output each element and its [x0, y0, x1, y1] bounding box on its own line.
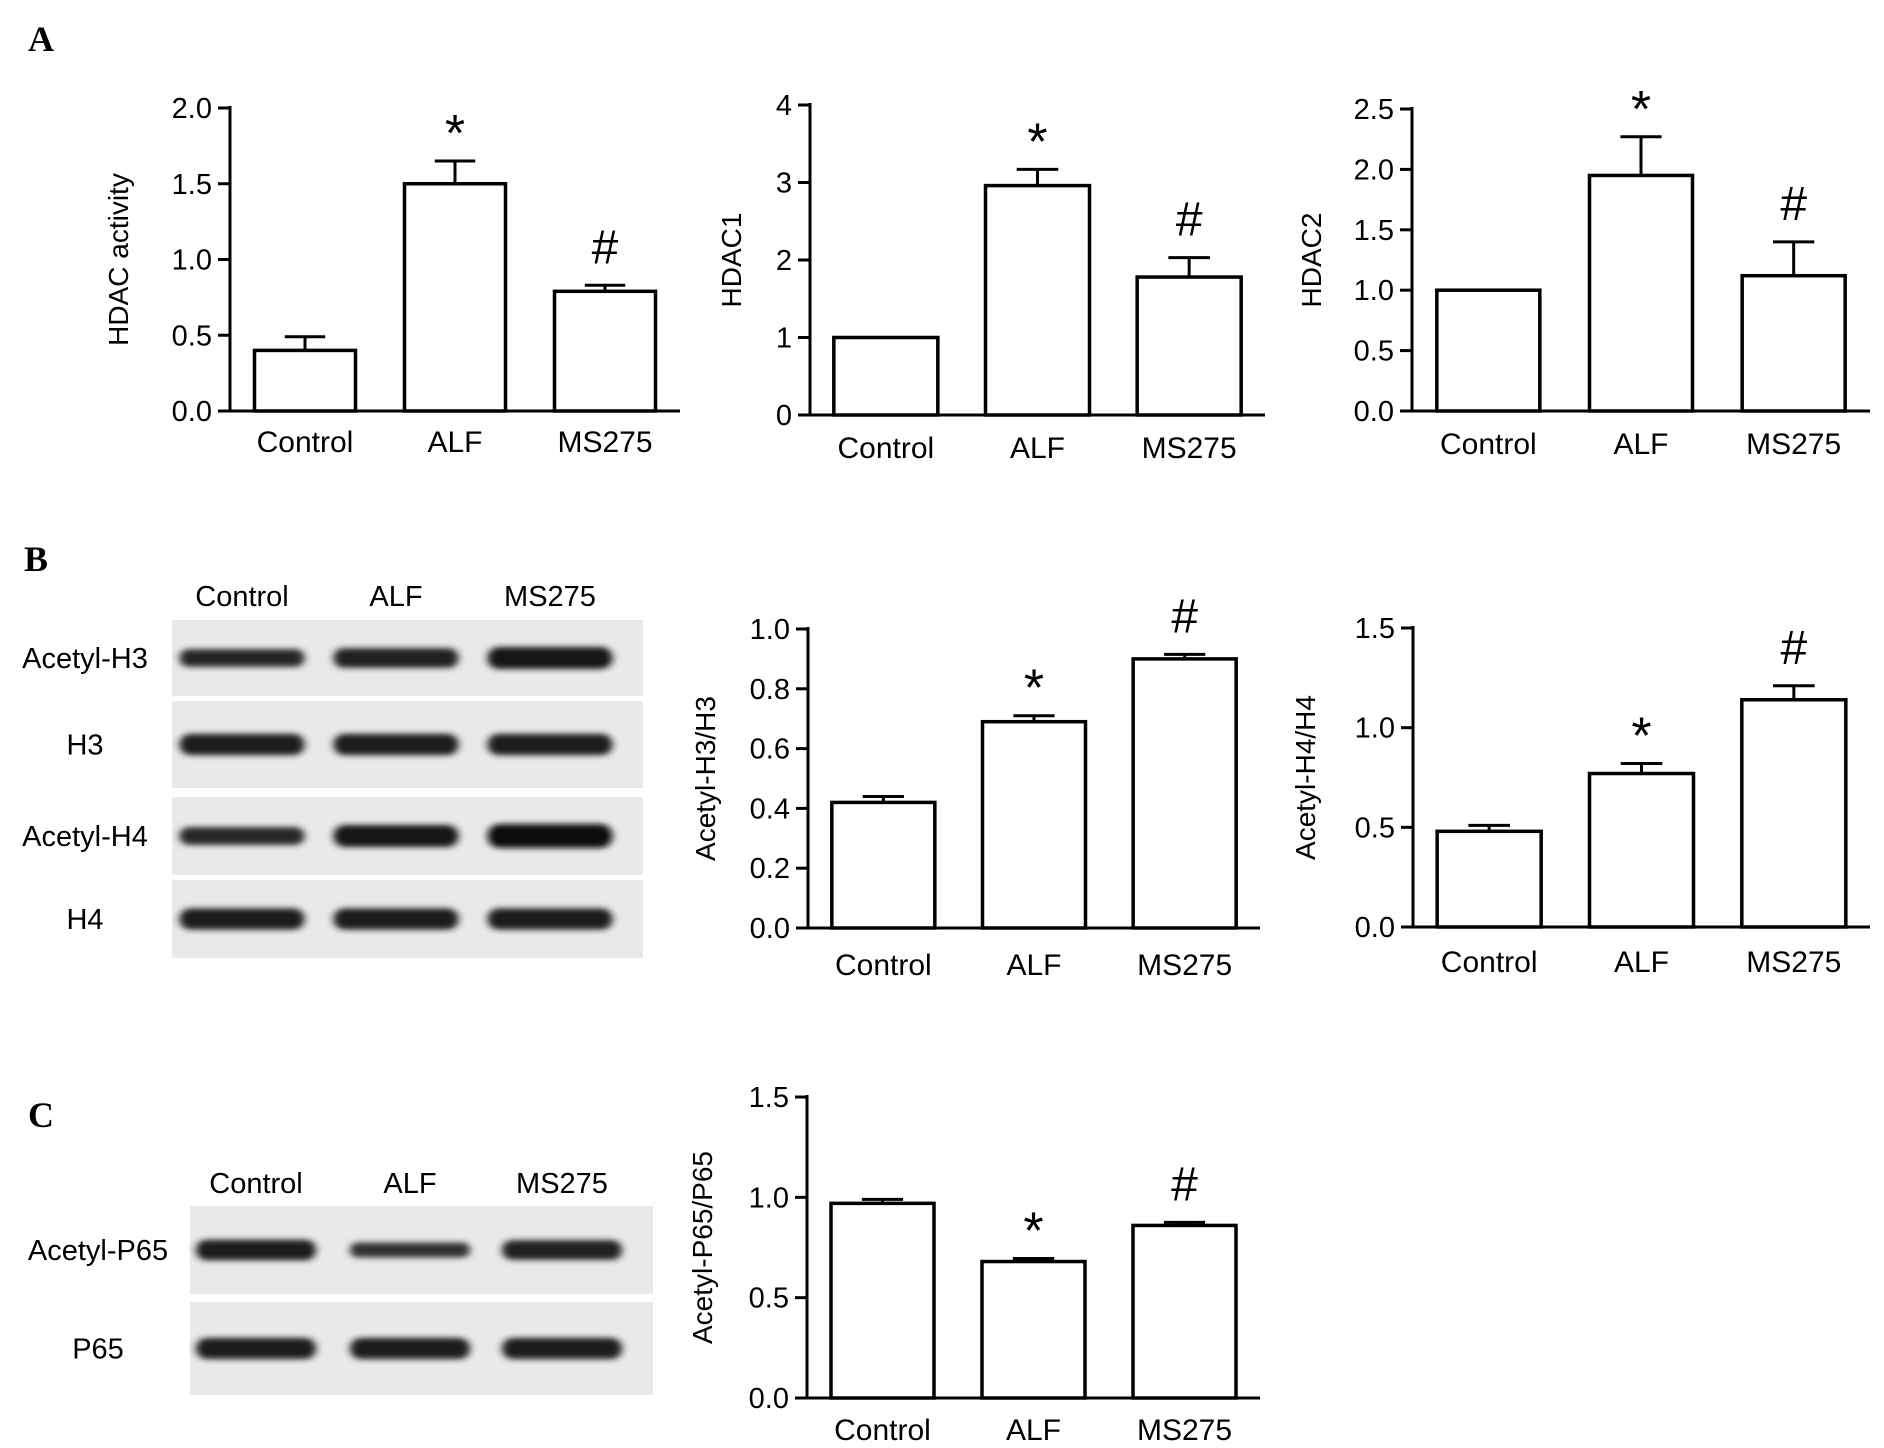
bar	[1435, 288, 1542, 413]
bar	[1131, 1223, 1238, 1400]
bar	[832, 335, 940, 417]
x-tick-label: Control	[837, 432, 934, 465]
y-tick-label: 1.0	[172, 245, 212, 277]
bar	[1740, 273, 1847, 413]
y-tick-label: 0	[776, 400, 792, 432]
x-tick-label: ALF	[1010, 432, 1065, 465]
x-tick-label: MS275	[1746, 946, 1841, 979]
x-tick-label: ALF	[1614, 946, 1669, 979]
y-tick-label: 0.0	[172, 396, 212, 428]
y-axis-label: HDAC activity	[103, 173, 134, 346]
y-tick-label: 0.5	[172, 320, 212, 352]
x-tick-label: MS275	[557, 426, 652, 459]
significance-star: *	[1631, 81, 1651, 139]
significance-star: *	[445, 105, 465, 163]
x-tick-label: ALF	[427, 426, 482, 459]
x-tick-label: Control	[1440, 428, 1537, 461]
x-tick-label: MS275	[1746, 428, 1841, 461]
y-tick-label: 0.2	[750, 853, 790, 885]
significance-hash: #	[1171, 1158, 1198, 1211]
x-tick-label: Control	[257, 426, 354, 459]
x-tick-label: ALF	[1613, 428, 1668, 461]
x-tick-label: ALF	[1006, 1414, 1061, 1447]
x-tick-label: Control	[834, 1414, 931, 1447]
x-tick-label: Control	[1441, 946, 1538, 979]
x-tick-label: ALF	[1006, 949, 1061, 982]
y-axis-label: HDAC2	[1296, 213, 1327, 308]
y-tick-label: 0.5	[1354, 336, 1394, 368]
y-tick-label: 0.5	[749, 1283, 789, 1315]
y-tick-label: 2.5	[1354, 94, 1394, 126]
significance-star: *	[1024, 660, 1044, 718]
bar	[1135, 275, 1243, 417]
panel-label-a: A	[28, 19, 54, 59]
y-tick-label: 1.5	[749, 1082, 789, 1114]
y-tick-label: 1.5	[1354, 215, 1394, 247]
panel-label-b: B	[24, 539, 49, 579]
y-tick-label: 2.0	[172, 93, 212, 125]
y-tick-label: 1	[776, 323, 792, 355]
y-tick-label: 1.0	[750, 614, 790, 646]
significance-hash: #	[1171, 590, 1198, 643]
x-tick-label: MS275	[1142, 432, 1237, 465]
bar	[830, 800, 937, 930]
significance-hash: #	[1176, 194, 1203, 247]
y-tick-label: 0.0	[1355, 912, 1395, 944]
y-tick-label: 1.0	[1355, 713, 1395, 745]
y-tick-label: 0.4	[750, 793, 790, 825]
significance-hash: #	[1780, 622, 1807, 675]
significance-star: *	[1027, 113, 1047, 171]
bar	[1131, 657, 1238, 930]
bar	[1587, 771, 1696, 929]
y-axis-label: Acetyl-H3/H3	[690, 696, 721, 861]
x-tick-label: Control	[835, 949, 932, 982]
y-tick-label: 0.6	[750, 734, 790, 766]
y-tick-label: 1.5	[172, 169, 212, 201]
bar	[980, 1259, 1087, 1400]
y-axis-label: Acetyl-P65/P65	[687, 1151, 718, 1344]
y-tick-label: 2.0	[1354, 154, 1394, 186]
bar	[829, 1201, 936, 1400]
bar	[402, 182, 508, 413]
significance-star: *	[1631, 708, 1651, 766]
y-axis-label: HDAC1	[716, 213, 747, 308]
y-tick-label: 0.0	[749, 1383, 789, 1415]
y-tick-label: 3	[776, 168, 792, 200]
significance-hash: #	[592, 221, 619, 274]
y-tick-label: 1.0	[749, 1182, 789, 1214]
significance-star: *	[1023, 1203, 1043, 1261]
x-tick-label: MS275	[1137, 949, 1232, 982]
significance-hash: #	[1780, 178, 1807, 231]
y-tick-label: 0.8	[750, 674, 790, 706]
y-tick-label: 0.0	[750, 913, 790, 945]
bar	[980, 719, 1088, 930]
y-axis-label: Acetyl-H4/H4	[1290, 695, 1321, 860]
bar	[252, 348, 358, 413]
bar	[1587, 173, 1695, 413]
y-tick-label: 0.0	[1354, 396, 1394, 428]
panel-label-c: C	[28, 1095, 54, 1135]
y-tick-label: 1.0	[1354, 275, 1394, 307]
y-tick-label: 0.5	[1355, 812, 1395, 844]
y-tick-label: 1.5	[1355, 613, 1395, 645]
x-tick-label: MS275	[1137, 1414, 1232, 1447]
y-tick-label: 2	[776, 245, 792, 277]
y-tick-label: 4	[776, 90, 792, 122]
